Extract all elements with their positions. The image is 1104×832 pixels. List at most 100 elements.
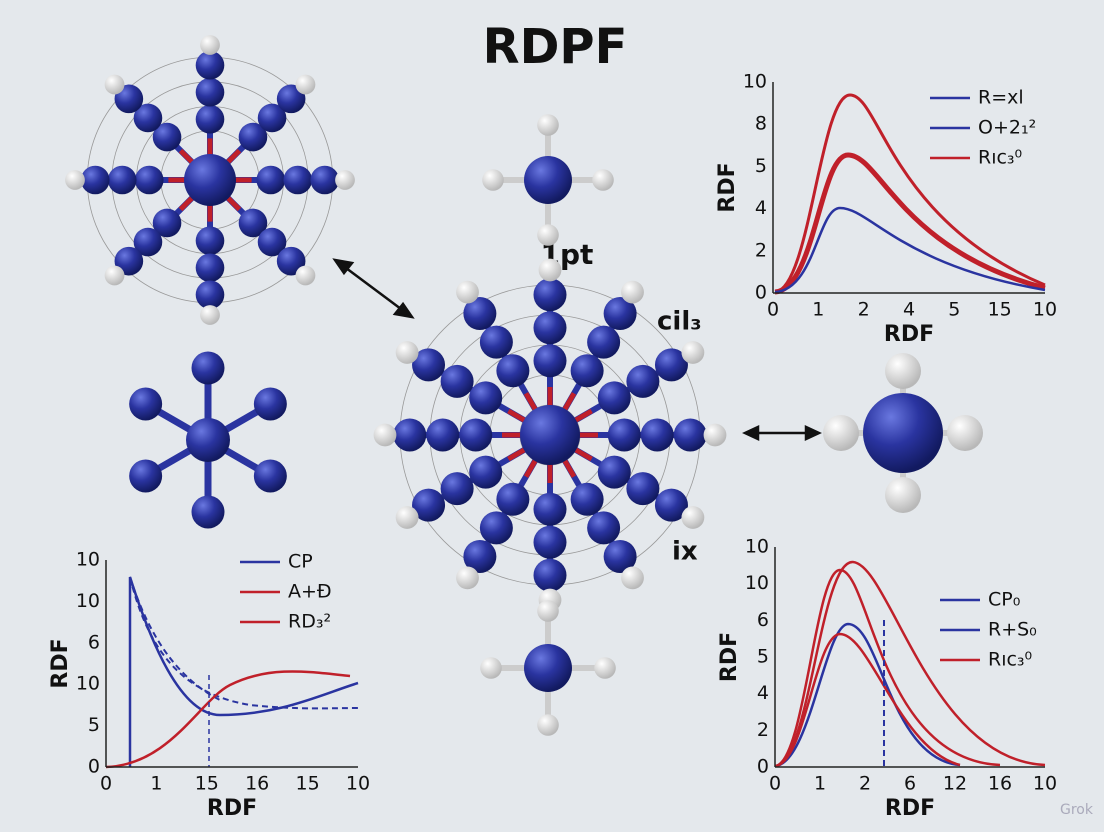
atom (195, 226, 225, 256)
atom (524, 156, 572, 204)
atom (256, 165, 286, 195)
atom (533, 344, 567, 378)
label: cil₃ (657, 307, 702, 337)
hydrogen-atom (592, 169, 614, 191)
y-tick-label: 10 (76, 549, 100, 571)
atom (191, 495, 225, 529)
atom (195, 104, 225, 134)
hydrogen-atom (104, 265, 125, 286)
y-tick-label: 10 (745, 536, 769, 558)
y-tick-label: 10 (76, 590, 100, 612)
atom (524, 644, 572, 692)
x-axis-label: RDF (884, 322, 934, 347)
y-axis-label: RDF (48, 638, 73, 688)
atom (191, 351, 225, 385)
atom (626, 364, 660, 398)
curve (128, 576, 359, 767)
atom (80, 165, 110, 195)
atom (469, 455, 503, 489)
hydrogen-atom (947, 415, 983, 451)
x-tick-label: 12 (943, 773, 967, 795)
atom (570, 354, 604, 388)
y-tick-label: 4 (755, 197, 767, 219)
y-tick-label: 2 (757, 719, 769, 741)
atom (186, 418, 230, 462)
curve (774, 93, 1046, 294)
y-tick-label: 6 (88, 631, 100, 653)
atom (238, 122, 268, 152)
curve (105, 670, 351, 769)
legend-label: CP (288, 551, 313, 573)
x-tick-label: 0 (767, 299, 779, 321)
hydrogen-atom (373, 423, 397, 447)
y-tick-label: 10 (743, 71, 767, 93)
atom (459, 418, 493, 452)
hydrogen-atom (104, 74, 125, 95)
curve (774, 622, 961, 768)
curve (774, 568, 1001, 768)
hydrogen-atom (681, 341, 705, 364)
curve (774, 152, 1046, 295)
x-tick-label: 16 (245, 773, 269, 795)
y-tick-label: 0 (88, 756, 100, 778)
atom (257, 103, 287, 133)
atom (129, 387, 163, 421)
hydrogen-atom (456, 280, 479, 304)
legend-label: A+Ð (288, 581, 332, 603)
hydrogen-atom (703, 423, 727, 447)
atom (195, 77, 225, 107)
legend-label: R=xl (978, 87, 1024, 109)
atom (863, 393, 943, 473)
atom (253, 387, 287, 421)
y-tick-label: 2 (755, 239, 767, 261)
hydrogen-atom (537, 114, 559, 136)
atom (479, 325, 513, 359)
atom (520, 405, 580, 465)
atom (195, 50, 225, 80)
atom (463, 297, 497, 331)
hydrogen-atom (295, 265, 316, 286)
hydrogen-atom (885, 477, 921, 513)
x-tick-label: 2 (859, 773, 871, 795)
y-axis-label: RDF (715, 162, 740, 212)
atom (654, 488, 688, 522)
y-tick-label: 5 (757, 646, 769, 668)
atom (276, 84, 306, 114)
atom (238, 208, 268, 238)
atom (107, 165, 137, 195)
atom (533, 558, 567, 592)
atom (152, 122, 182, 152)
atom (133, 103, 163, 133)
legend-label: RD₃² (288, 611, 331, 633)
x-tick-label: 0 (100, 773, 112, 795)
atom (587, 511, 621, 545)
legend-label: O+2₁² (978, 117, 1036, 139)
hydrogen-atom (335, 170, 355, 190)
y-tick-label: 10 (745, 572, 769, 594)
y-tick-label: 6 (757, 609, 769, 631)
watermark: Grok (1060, 802, 1094, 818)
y-axis-label: RDF (717, 632, 742, 682)
hydrogen-atom (395, 341, 419, 364)
curve (774, 560, 1046, 768)
curve (129, 576, 359, 710)
x-tick-label: 15 (296, 773, 320, 795)
atom (533, 525, 567, 559)
hydrogen-atom (395, 506, 419, 529)
atom (496, 482, 530, 516)
atom (412, 348, 446, 382)
atom (496, 354, 530, 388)
x-axis-label: RDF (207, 796, 257, 821)
atom (195, 253, 225, 283)
atom (597, 455, 631, 489)
curve (774, 632, 961, 768)
atom (463, 539, 497, 573)
atom (393, 418, 427, 452)
curve (129, 576, 221, 701)
atom (626, 472, 660, 506)
atom (603, 539, 637, 573)
y-tick-label: 5 (755, 155, 767, 177)
atom (276, 246, 306, 276)
